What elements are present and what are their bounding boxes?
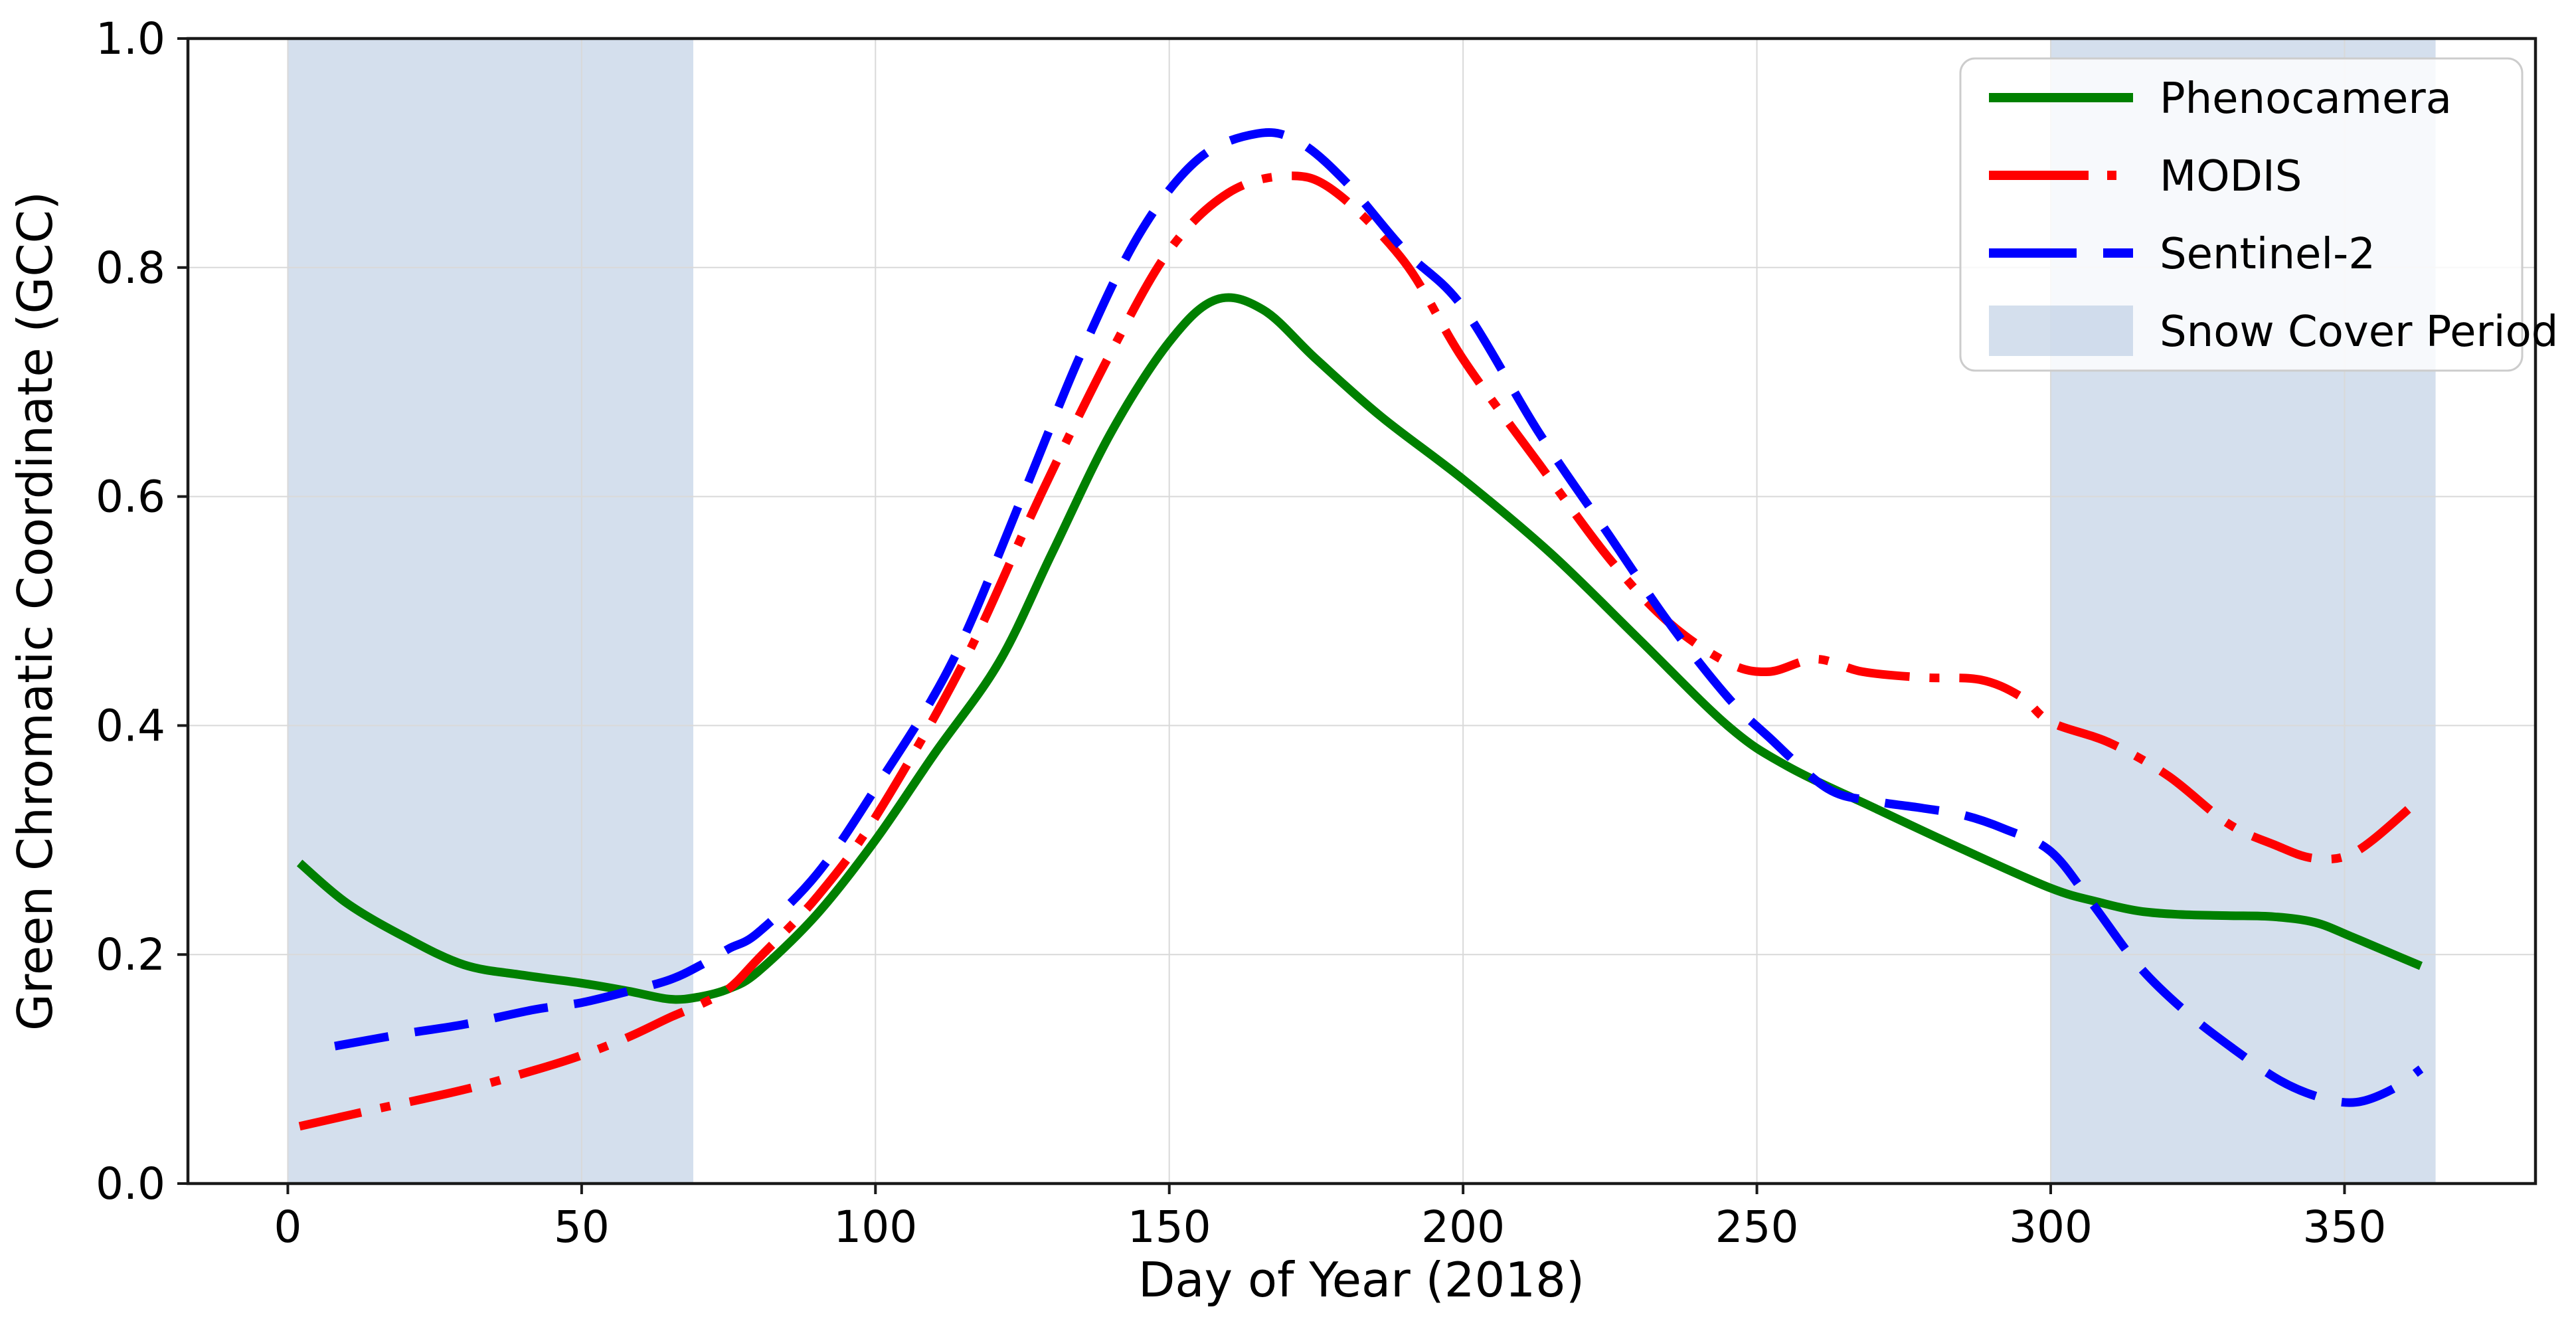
data-series [296,128,2424,1131]
gridlines [188,38,2535,1184]
y-axis-label: Green Chromatic Coordinate (GCC) [7,191,63,1031]
legend-label-phenocamera: Phenocamera [2160,74,2452,124]
y-tick-label: 0.2 [96,929,165,980]
x-tick-label: 100 [833,1201,917,1253]
y-tick-labels: 0.0 0.2 0.4 0.6 0.8 1.0 [96,13,165,1209]
y-tick-label: 0.0 [96,1158,165,1209]
legend-label-modis: MODIS [2160,152,2302,201]
plot-frame [186,37,2537,1186]
legend-swatch-snow-cover [1989,306,2133,356]
x-tick-label: 50 [554,1201,610,1253]
legend-box [1959,57,2524,372]
x-tick-label: 250 [1715,1201,1799,1253]
y-tick-label: 0.6 [96,472,165,523]
x-tick-labels: 0 50 100 150 200 250 300 350 [274,1201,2386,1253]
snow-cover-band [288,39,693,1184]
phenocamera-line [296,293,2423,1004]
x-tick-label: 300 [2009,1201,2093,1253]
legend-label-sentinel2: Sentinel-2 [2160,230,2375,279]
legend: Phenocamera MODIS Sentinel-2 Snow Cover … [1959,57,2558,372]
x-tick-label: 350 [2302,1201,2386,1253]
y-tick-label: 1.0 [96,13,165,64]
x-tick-label: 200 [1421,1201,1505,1253]
sentinel-2-line [334,128,2424,1107]
x-tick-label: 150 [1128,1201,1211,1253]
legend-label-snow-cover: Snow Cover Period [2160,308,2558,357]
y-tick-label: 0.8 [96,242,165,294]
axis-ticks [177,37,2346,1194]
x-axis-label: Day of Year (2018) [1138,1252,1585,1308]
y-tick-label: 0.4 [96,700,165,751]
x-tick-label: 0 [274,1201,301,1253]
